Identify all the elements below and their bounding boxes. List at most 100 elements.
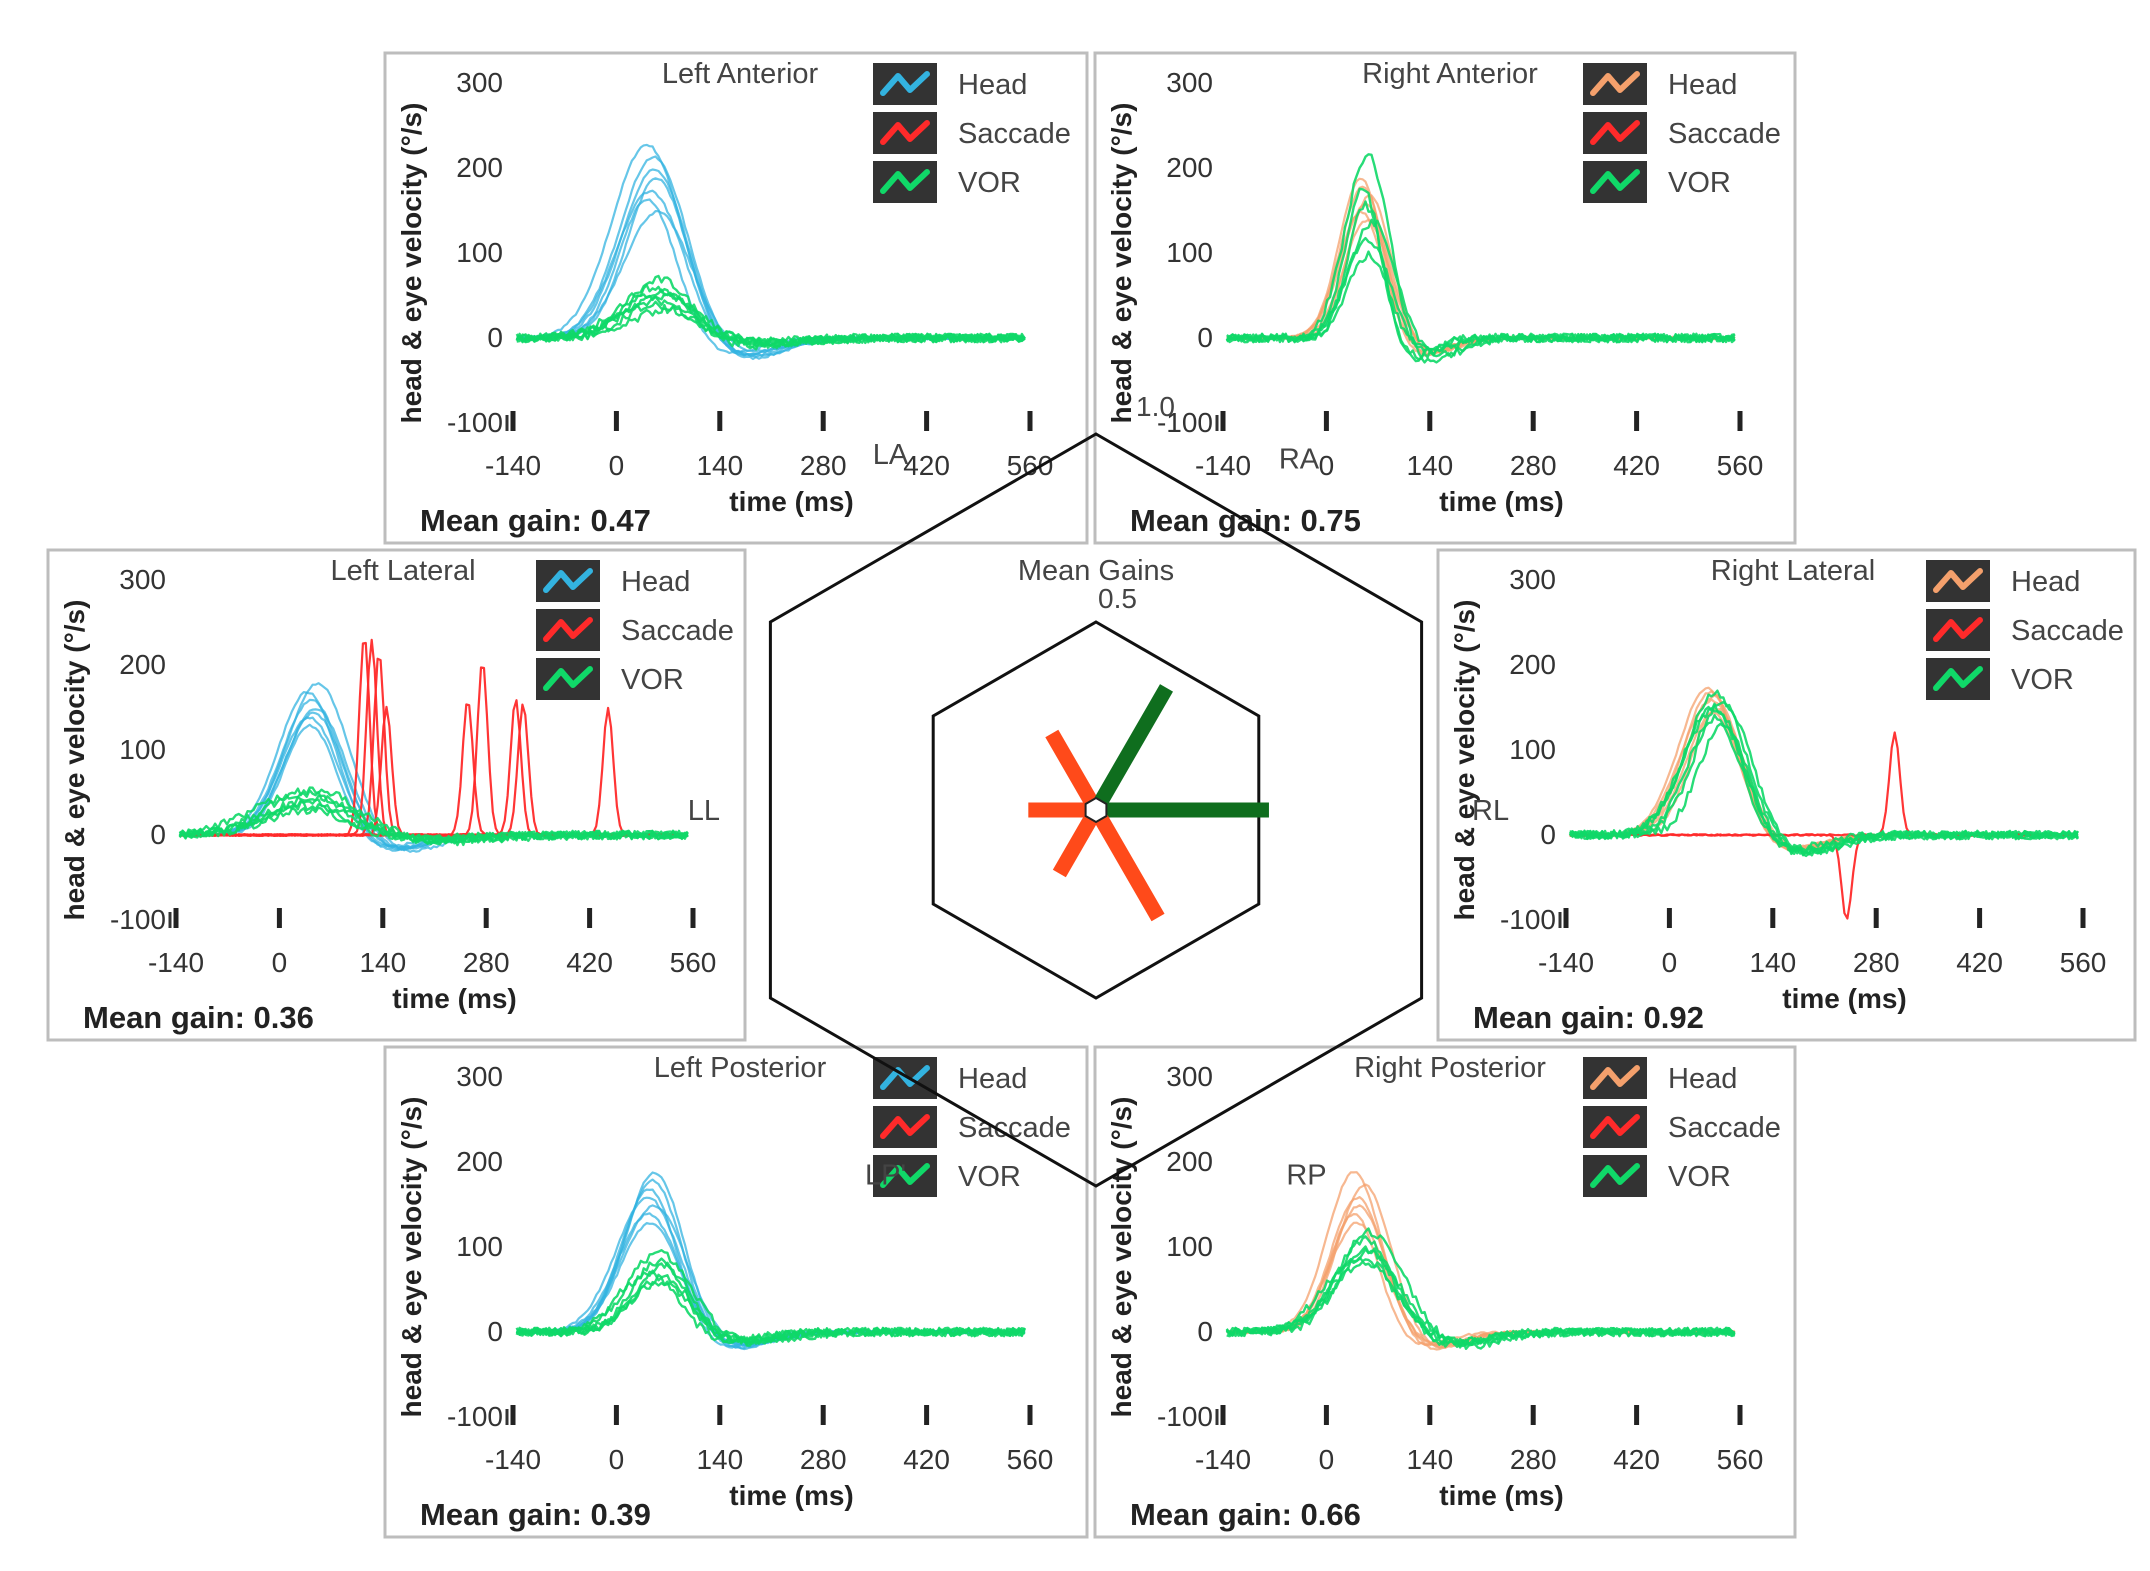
y-axis-title: head & eye velocity (°/s) [396,103,427,424]
vor-trace [515,283,1026,350]
legend-label: Saccade [1668,1112,1781,1144]
legend-line [1933,617,1983,642]
y-tick-label: 300 [456,1061,503,1092]
x-tick-label: 0 [1319,450,1335,481]
y-tick-label: 100 [456,1231,503,1262]
radar-title: Mean Gains [1018,555,1174,587]
y-tick-label: -100 [1157,407,1213,438]
mean-gain-value: 0.66 [1301,1497,1361,1532]
legend-item-vor: VOR [1583,1155,1731,1197]
y-tick-label: 300 [1509,564,1556,595]
vor-trace [1569,722,2079,854]
mean-gain-prefix: Mean gain: [420,1497,591,1532]
mean-gain-prefix: Mean gain: [83,1000,254,1035]
vor-trace [1225,1260,1736,1346]
traces [1225,153,1736,364]
y-tick-label: 200 [456,152,503,183]
legend-label: Head [1668,1063,1737,1095]
legend-item-vor: VOR [1583,161,1731,203]
y-tick-label: 300 [119,564,166,595]
y-tick-label: 300 [456,67,503,98]
x-tick-label: 420 [903,1444,950,1475]
x-tick-label: 560 [1007,450,1054,481]
y-tick-label: 0 [1197,1316,1213,1347]
radar-ring-label: 0.5 [1098,583,1137,614]
radar-axis-label: LL [688,795,720,827]
panel-left-anterior: 300 200 100 0 -100 -140 0 140 280 420 560 head & ey… [383,51,1089,545]
y-tick-label: 200 [1509,649,1556,680]
mean-gain-text: Mean gain: 0.75 [1130,503,1361,538]
y-tick-label: 0 [1197,322,1213,353]
legend-line [880,169,930,194]
y-axis-title: head & eye velocity (°/s) [1106,1097,1137,1418]
legend-item-saccade: Saccade [536,609,734,651]
legend-item-vor: VOR [873,161,1021,203]
legend-label: Head [2011,566,2080,598]
panel-border [1093,51,1797,545]
x-tick-label: 140 [696,450,743,481]
y-tick-label: -100 [110,904,166,935]
legend-label: Head [1668,69,1737,101]
x-tick-label: 280 [800,450,847,481]
radar-axis-label: RL [1472,795,1509,827]
x-tick-label: 560 [670,947,717,978]
mean-gain-prefix: Mean gain: [1473,1000,1644,1035]
y-tick-label: -100 [447,407,503,438]
legend-line [1590,169,1640,194]
panel-title: Left Lateral [330,555,475,587]
legend-label: Head [621,566,690,598]
legend-item-saccade: Saccade [873,112,1071,154]
x-tick-label: 280 [1510,1444,1557,1475]
legend-label: Saccade [621,615,734,647]
legend-line [1590,1065,1640,1090]
x-tick-label: -140 [1195,450,1251,481]
legend-label: Saccade [958,118,1071,150]
y-tick-label: 100 [456,237,503,268]
y-tick-label: 100 [1166,237,1213,268]
y-tick-label: 300 [1166,1061,1213,1092]
panel-border [383,1045,1089,1539]
legend-line [1933,568,1983,593]
y-axis-title: head & eye velocity (°/s) [59,600,90,921]
panel-border [1093,1045,1797,1539]
panel-title: Right Lateral [1711,555,1875,587]
x-tick-label: 560 [1007,1444,1054,1475]
legend-item-vor: VOR [536,658,684,700]
x-tick-label: 0 [609,1444,625,1475]
x-tick-label: 420 [1613,450,1660,481]
legend-label: VOR [1668,1161,1731,1193]
mean-gain-text: Mean gain: 0.92 [1473,1000,1704,1035]
panel-title: Right Posterior [1354,1052,1546,1084]
legend-line [880,1163,930,1188]
x-tick-label: 280 [1510,450,1557,481]
legend-label: VOR [958,167,1021,199]
x-tick-label: 140 [1406,450,1453,481]
legend-line [1933,666,1983,691]
legend-label: Head [958,69,1027,101]
x-tick-label: -140 [148,947,204,978]
y-tick-label: 0 [150,819,166,850]
x-tick-label: -140 [1538,947,1594,978]
y-tick-label: 200 [119,649,166,680]
y-tick-label: 200 [1166,1146,1213,1177]
panel-border [1436,548,2137,1042]
radar-axis-label: LP' [865,1160,906,1192]
radar-ring [768,432,1424,1188]
panel-title: Left Posterior [654,1052,827,1084]
mean-gain-prefix: Mean gain: [1130,503,1301,538]
radar-center [1084,796,1108,824]
legend-label: VOR [621,664,684,696]
mean-gain-text: Mean gain: 0.39 [420,1497,651,1532]
panel-left-lateral: 300 200 100 0 -100 -140 0 140 280 420 560 head & ey… [46,548,747,1042]
y-tick-label: 300 [1166,67,1213,98]
radar-spoke-la [1045,729,1098,806]
y-tick-label: 0 [1540,819,1556,850]
mean-gain-value: 0.92 [1644,1000,1704,1035]
legend-line [1590,71,1640,96]
y-axis-title: head & eye velocity (°/s) [396,1097,427,1418]
x-tick-label: -140 [485,450,541,481]
legend-line [880,1114,930,1139]
panel-title: Right Anterior [1362,58,1538,90]
y-tick-label: 200 [1166,152,1213,183]
